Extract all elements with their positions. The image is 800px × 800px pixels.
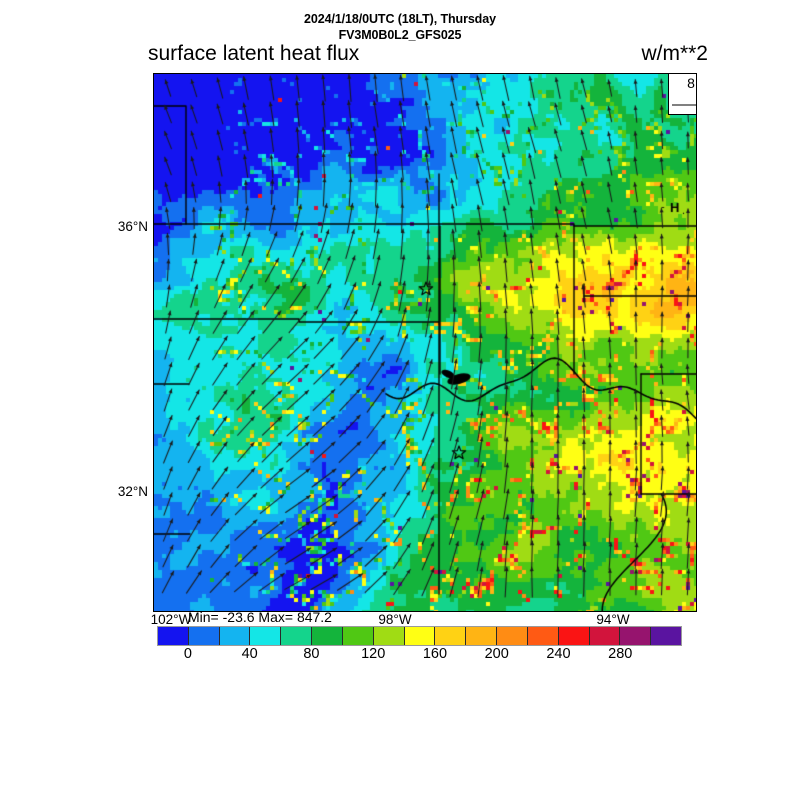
colorbar-segments	[157, 626, 682, 646]
colorbar-segment-0	[158, 627, 189, 645]
colorbar-segment-14	[589, 627, 621, 645]
units-label: w/m**2	[641, 42, 708, 65]
model-id-label: FV3M0B0L2_GFS025	[338, 28, 462, 42]
colorbar-segment-1	[188, 627, 220, 645]
lon-tick-94w: 94°W	[596, 612, 630, 627]
lon-tick-98w: 98°W	[378, 612, 412, 627]
colorbar-segment-13	[558, 627, 590, 645]
colorbar-segment-6	[342, 627, 374, 645]
minmax-stats-label: Min= -23.6 Max= 847.2	[188, 609, 332, 625]
colorbar-tick-280: 280	[608, 646, 633, 662]
chart-header: 2024/1/18/0UTC (18LT), Thursday FV3M0B0L…	[0, 0, 800, 70]
colorbar-tick-160: 160	[422, 646, 448, 662]
colorbar-segment-15	[620, 627, 652, 645]
colorbar-segment-2	[219, 627, 251, 645]
colorbar-segment-3	[250, 627, 282, 645]
colorbar-segment-8	[404, 627, 436, 645]
colorbar[interactable]	[157, 626, 682, 646]
colorbar-tick-240: 240	[546, 646, 571, 662]
vector-key-box: 8	[668, 74, 696, 115]
colorbar-segment-4	[281, 627, 313, 645]
page-title: surface latent heat flux	[148, 42, 360, 65]
colorbar-tick-40: 40	[241, 646, 258, 662]
colorbar-segment-9	[435, 627, 467, 645]
run-datetime-label: 2024/1/18/0UTC (18LT), Thursday	[304, 12, 496, 26]
colorbar-segment-16	[651, 627, 682, 645]
right-arrow-icon	[672, 104, 696, 106]
colorbar-segment-10	[466, 627, 498, 645]
lat-tick-32n: 32°N	[117, 484, 148, 499]
colorbar-tick-200: 200	[484, 646, 509, 662]
map-plot-area[interactable]: 8	[153, 73, 697, 612]
lat-tick-36n: 36°N	[117, 219, 148, 234]
colorbar-segment-7	[373, 627, 405, 645]
latent-heat-flux-field	[154, 74, 696, 611]
colorbar-segment-5	[312, 627, 343, 645]
colorbar-segment-11	[497, 627, 528, 645]
colorbar-tick-120: 120	[361, 646, 386, 662]
colorbar-segment-12	[527, 627, 559, 645]
vector-key-value: 8	[687, 75, 695, 91]
lon-tick-102w: 102°W	[150, 612, 192, 627]
colorbar-tick-0: 0	[183, 646, 192, 662]
colorbar-tick-80: 80	[303, 646, 320, 662]
colorbar-tick-labels: 0 40 80 120 160 200 240 280	[157, 646, 682, 668]
